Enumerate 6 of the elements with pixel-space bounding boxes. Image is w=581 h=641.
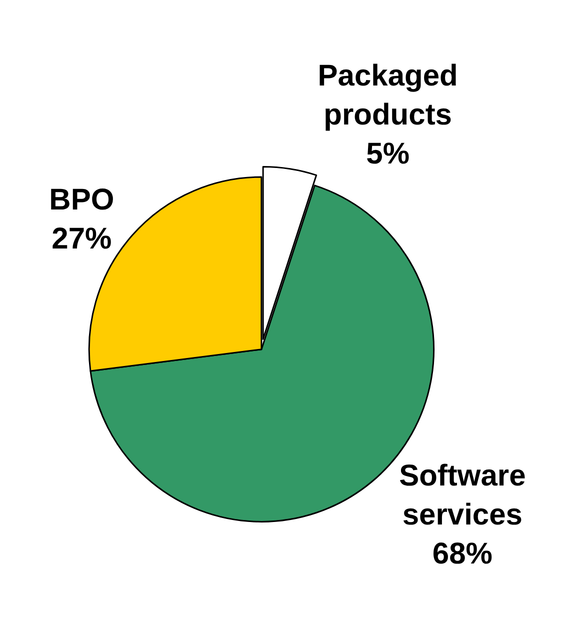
slice-label: Packaged products bbox=[318, 59, 458, 132]
data-label: 68% bbox=[432, 538, 492, 571]
data-label: 5% bbox=[366, 137, 410, 170]
data-label: 27% bbox=[52, 222, 112, 256]
slice-label: BPO bbox=[49, 184, 114, 217]
slice-label: Software services bbox=[399, 460, 526, 532]
